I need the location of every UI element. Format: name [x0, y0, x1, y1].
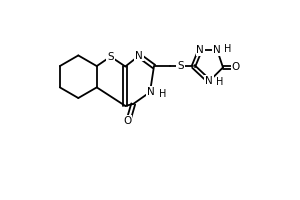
Text: N: N: [213, 45, 221, 55]
Text: H: H: [216, 77, 224, 87]
Text: S: S: [177, 61, 184, 71]
Text: N: N: [205, 76, 213, 86]
Text: H: H: [159, 89, 166, 99]
Text: O: O: [123, 116, 131, 126]
Text: S: S: [107, 52, 114, 62]
Text: N: N: [196, 45, 204, 55]
Text: O: O: [232, 62, 240, 72]
Text: N: N: [147, 87, 155, 97]
Text: N: N: [135, 51, 143, 61]
Text: H: H: [224, 44, 231, 54]
